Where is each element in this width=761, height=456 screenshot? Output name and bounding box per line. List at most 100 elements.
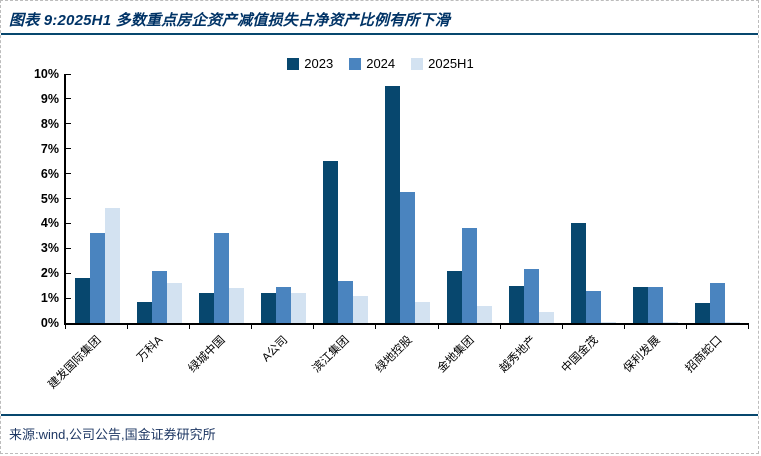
bar [166,283,182,323]
bar-group [128,74,190,323]
bar [385,86,401,323]
y-tick [66,173,71,175]
bar [213,233,229,323]
legend-label: 2023 [304,56,334,71]
source-note: 来源:wind,公司公告,国金证券研究所 [9,427,216,442]
x-tick [313,325,315,329]
x-tick [127,325,129,329]
bar [539,311,555,323]
y-tick [66,98,71,100]
x-category-label: 越秀地产 [497,334,539,376]
bar [695,303,711,323]
bar [89,233,105,323]
x-category-label: 金地集团 [435,334,477,376]
bar-group [66,74,128,323]
legend-swatch [349,57,362,70]
y-tick [66,73,71,75]
plot-area [64,73,749,325]
bar [290,293,306,323]
x-tick [561,325,563,329]
bar [571,223,587,323]
bar [198,293,214,323]
figure-title: 图表 9:2025H1 多数重点房企资产减值损失占净资产比例有所下滑 [9,12,451,29]
bar [352,295,368,323]
bar [633,286,649,323]
x-tick [685,325,687,329]
x-tick [251,325,253,329]
legend-label: 2024 [366,56,396,71]
x-tick [65,325,66,329]
legend-swatch [411,57,424,70]
legend-item: 2024 [349,56,395,71]
x-category-label: 万科A [135,334,166,365]
bar-group [376,74,438,323]
bar [136,301,152,323]
x-tick [499,325,501,329]
x-tick [375,325,377,329]
y-tick-label: 10% [33,67,59,81]
x-tick [748,325,749,329]
legend-swatch [287,57,300,70]
bar-group [190,74,252,323]
y-tick-label: 6% [40,166,59,181]
bar [260,293,276,323]
bar [228,288,244,323]
y-tick [66,222,71,224]
bar [725,321,741,323]
bar [400,192,416,323]
x-tick [623,325,625,329]
y-tick-label: 8% [40,116,59,131]
x-tick [437,325,439,329]
legend-label: 2025H1 [428,56,474,71]
y-tick [66,272,71,274]
y-tick [66,247,71,249]
bar-group [625,74,687,323]
footer-divider [1,414,758,416]
bar [322,161,338,323]
bar [415,301,431,323]
x-category-label: 招商蛇口 [683,334,725,376]
title-divider [1,33,758,35]
bar [524,269,540,323]
y-tick-label: 5% [40,191,59,206]
bar [74,278,90,323]
bar [710,283,726,323]
bar [104,208,120,323]
bar [462,228,478,323]
chart-legend: 2023 2024 2025H1 [1,56,758,71]
bar [648,286,664,323]
bar [477,305,493,323]
bar [447,270,463,323]
bar [601,321,617,323]
y-tick [66,198,71,199]
x-category-label: 中国金茂 [559,334,601,376]
bar-group [501,74,563,323]
bar [663,321,679,323]
x-category-label: 绿地控股 [373,334,415,376]
y-tick-label: 4% [40,216,59,231]
x-tick [189,325,191,329]
bar [151,270,167,323]
bar [275,286,291,323]
y-tick-label: 7% [40,141,59,156]
y-tick-label: 3% [40,241,59,256]
y-tick-label: 9% [40,91,59,106]
bar-group [314,74,376,323]
x-category-label: 保利发展 [621,334,663,376]
x-category-label: 滨江集团 [311,334,353,376]
y-tick [66,148,71,150]
bar-group [687,74,749,323]
legend-item: 2025H1 [411,56,474,71]
y-tick [66,297,71,299]
bar [337,280,353,323]
x-category-label: A公司 [259,334,290,365]
y-tick-label: 2% [40,266,59,281]
bar-group [252,74,314,323]
bar-group [563,74,625,323]
y-tick-label: 1% [40,291,59,306]
legend-item: 2023 [287,56,333,71]
bar [509,285,525,323]
y-tick [66,123,71,125]
y-tick-label: 0% [40,316,59,330]
